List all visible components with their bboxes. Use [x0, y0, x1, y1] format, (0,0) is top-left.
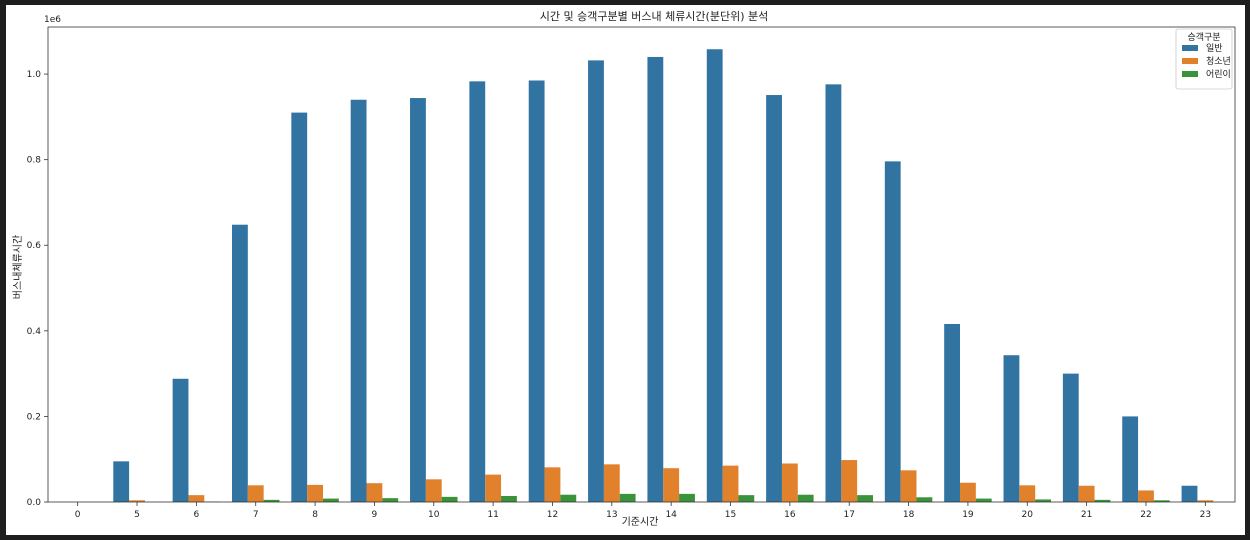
bar-청소년-15: [722, 465, 739, 502]
bar-청소년-23: [1197, 500, 1214, 502]
bar-어린이-16: [797, 494, 814, 502]
bar-일반-11: [469, 81, 486, 502]
bar-어린이-12: [560, 494, 577, 502]
bar-일반-5: [113, 461, 130, 502]
x-tick-label-17: 17: [843, 510, 854, 520]
bar-일반-13: [588, 60, 604, 502]
bar-어린이-14: [679, 493, 695, 502]
legend-label-일반: 일반: [1206, 43, 1223, 54]
bar-청소년-14: [663, 468, 680, 502]
x-tick-label-8: 8: [312, 510, 318, 520]
plot-frame: [47, 26, 1236, 503]
bar-일반-16: [766, 95, 782, 502]
bar-chart: 시간 및 승객구분별 버스내 체류시간(분단위) 분석 1e6 기준시간 버스내…: [12, 10, 1236, 528]
x-tick-label-11: 11: [487, 510, 498, 520]
bar-청소년-21: [1078, 485, 1095, 502]
bar-청소년-16: [781, 463, 798, 502]
x-tick-label-13: 13: [606, 510, 617, 520]
bar-어린이-17: [857, 495, 873, 502]
bar-어린이-8: [322, 498, 339, 502]
bar-어린이-13: [619, 493, 636, 502]
x-tick-label-7: 7: [253, 510, 259, 520]
bar-일반-21: [1062, 373, 1079, 502]
y-tick-label-0: 0.0: [27, 498, 42, 508]
x-tick-label-18: 18: [903, 510, 915, 520]
bar-청소년-5: [129, 500, 145, 502]
legend-label-청소년: 청소년: [1206, 56, 1231, 67]
y-tick-label-3: 0.6: [27, 241, 42, 251]
bar-청소년-12: [544, 467, 561, 502]
legend-label-어린이: 어린이: [1206, 69, 1231, 80]
bar-어린이-9: [382, 498, 399, 502]
x-tick-label-9: 9: [372, 510, 378, 520]
axes-layer: 0 5 6 7 8 9 10 11 12 13 14 15 16 17 18 19 20 21 22 23 0.0 0.2…: [27, 26, 1236, 520]
bar-어린이-21: [1094, 499, 1111, 502]
y-tick-label-4: 0.8: [27, 156, 42, 166]
bar-일반-7: [231, 224, 248, 502]
bar-일반-8: [291, 112, 308, 502]
bar-일반-17: [825, 84, 842, 502]
bar-일반-14: [647, 56, 664, 502]
bar-청소년-22: [1138, 490, 1154, 502]
bar-청소년-7: [247, 485, 264, 502]
x-tick-label-15: 15: [725, 510, 736, 520]
bar-일반-20: [1003, 355, 1020, 502]
bar-청소년-10: [425, 479, 442, 502]
bar-어린이-18: [916, 497, 933, 502]
y-axis-label: 버스내체류시간: [12, 235, 24, 299]
x-tick-label-10: 10: [428, 510, 440, 520]
x-tick-label-22: 22: [1140, 510, 1151, 520]
x-tick-label-16: 16: [784, 510, 796, 520]
bar-청소년-20: [1019, 485, 1036, 502]
x-tick-label-14: 14: [665, 510, 677, 520]
bar-일반-6: [172, 378, 189, 502]
bar-일반-9: [350, 99, 367, 502]
x-tick-label-21: 21: [1081, 510, 1092, 520]
y-tick-label-2: 0.4: [27, 327, 42, 337]
x-tick-label-23: 23: [1200, 510, 1211, 520]
x-tick-label-12: 12: [547, 510, 558, 520]
bar-어린이-20: [1035, 499, 1052, 502]
bar-어린이-11: [501, 496, 517, 502]
legend-swatch-청소년: [1182, 58, 1198, 64]
bar-어린이-15: [738, 495, 755, 502]
y-tick-label-1: 0.2: [27, 412, 41, 422]
bar-일반-15: [706, 49, 723, 502]
bar-청소년-8: [307, 484, 323, 502]
bar-청소년-9: [366, 483, 383, 502]
bar-일반-10: [410, 98, 426, 502]
bar-청소년-11: [485, 474, 502, 502]
bar-일반-22: [1122, 416, 1139, 502]
bar-어린이-7: [263, 499, 280, 502]
bar-어린이-22: [1153, 500, 1170, 502]
bar-어린이-19: [975, 498, 992, 502]
x-tick-label-5: 5: [134, 510, 140, 520]
chart-figure: 시간 및 승객구분별 버스내 체류시간(분단위) 분석 1e6 기준시간 버스내…: [6, 5, 1245, 535]
x-tick-label-6: 6: [194, 510, 200, 520]
bars-layer: [113, 49, 1214, 503]
bar-청소년-18: [900, 470, 917, 502]
x-axis-label: 기준시간: [622, 516, 659, 528]
bar-일반-18: [884, 161, 901, 502]
x-tick-label-0: 0: [75, 510, 81, 520]
legend-title: 승객구분: [1187, 32, 1220, 43]
legend-swatch-어린이: [1182, 71, 1198, 77]
legend-swatch-일반: [1182, 45, 1198, 51]
y-tick-label-5: 1.0: [27, 70, 42, 80]
bar-어린이-10: [441, 496, 458, 502]
bar-청소년-6: [188, 495, 205, 502]
bar-일반-23: [1181, 485, 1198, 502]
x-tick-label-19: 19: [962, 510, 974, 520]
bar-청소년-17: [841, 460, 858, 502]
bar-일반-12: [528, 80, 545, 503]
x-tick-label-20: 20: [1022, 510, 1034, 520]
chart-title: 시간 및 승객구분별 버스내 체류시간(분단위) 분석: [540, 10, 768, 23]
bar-청소년-19: [960, 482, 976, 502]
bar-일반-19: [944, 323, 961, 502]
bar-청소년-13: [603, 464, 620, 502]
y-axis-offset-label: 1e6: [44, 15, 61, 25]
